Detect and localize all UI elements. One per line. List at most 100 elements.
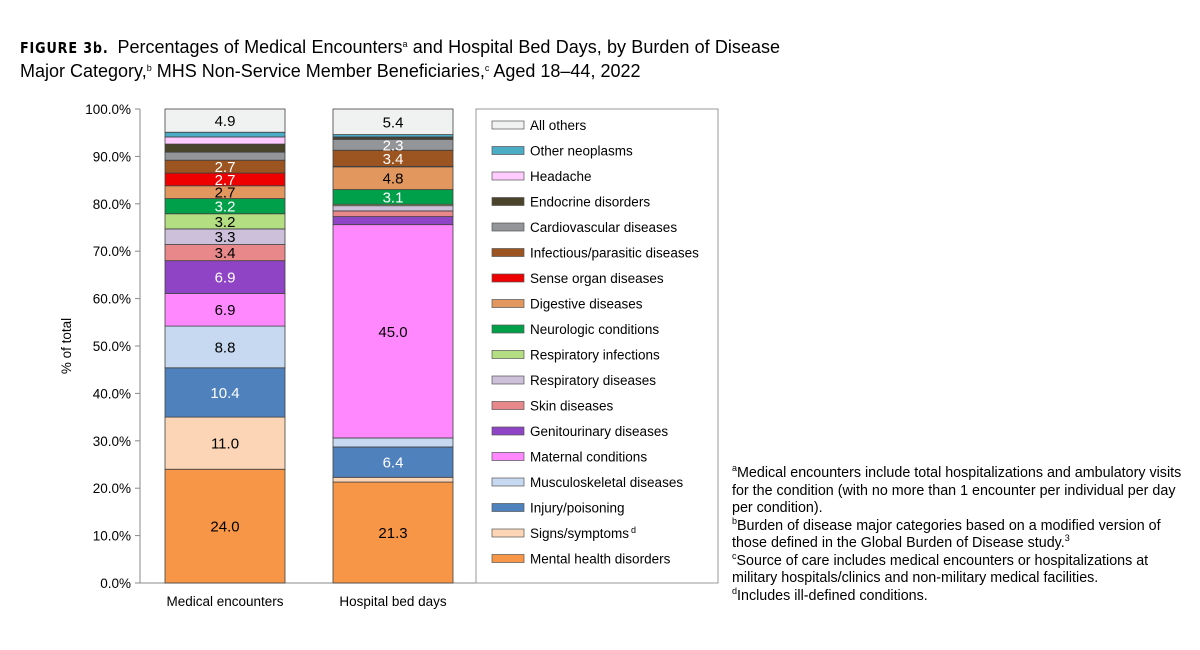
y-tick-label: 100.0% (85, 102, 131, 117)
data-label: 21.3 (378, 525, 407, 542)
data-label: 5.4 (383, 114, 404, 131)
legend-label: Maternal conditions (530, 450, 647, 465)
data-label: 45.0 (378, 324, 407, 341)
title-text: MHS Non-Service Member Beneficiaries, (151, 61, 485, 81)
legend-swatch (491, 375, 525, 385)
legend-label: Cardiovascular diseases (530, 220, 677, 235)
legend-swatch (491, 120, 525, 130)
legend-label: Infectious/parasitic diseases (530, 246, 699, 261)
x-tick-label: Hospital bed days (339, 594, 447, 609)
data-label: 2.7 (215, 185, 236, 202)
footnote-d: dIncludes ill-defined conditions. (732, 585, 928, 604)
title-text: Aged 18–44, 2022 (489, 61, 641, 81)
legend-swatch (491, 452, 525, 461)
data-label: 8.8 (215, 339, 236, 356)
y-tick-label: 0.0% (100, 576, 131, 591)
y-tick-label: 10.0% (93, 529, 131, 544)
bar-segment (332, 476, 454, 483)
bar-segment (332, 205, 454, 212)
legend-swatch (491, 324, 525, 334)
legend-label: Respiratory infections (530, 348, 660, 363)
title-sup: c (484, 63, 490, 73)
legend-swatch (491, 503, 525, 512)
legend-label: All others (530, 118, 587, 133)
bar-segment (164, 292, 286, 327)
data-label: 3.2 (215, 199, 236, 216)
data-label: 2.7 (215, 172, 236, 189)
title-text: and Hospital Bed Days, by Burden of Dise… (20, 37, 780, 81)
legend-swatch (491, 554, 525, 563)
footnote-a: aMedical encounters include total hospit… (732, 463, 1182, 517)
legend-label: Mental health disorders (530, 552, 671, 567)
bar-segment (164, 131, 286, 138)
data-label: 4.8 (383, 171, 404, 188)
y-tick-label: 50.0% (93, 339, 131, 354)
y-tick-label: 80.0% (93, 197, 131, 212)
data-label: 11.0 (211, 436, 239, 453)
y-tick-label: 40.0% (93, 386, 131, 401)
legend-label: Injury/poisoning (530, 501, 625, 516)
legend-swatch (491, 477, 525, 487)
legend-swatch (491, 197, 525, 206)
data-label: 3.3 (215, 229, 236, 246)
figure-label: FIGURE 3b. (20, 39, 109, 57)
legend-swatch (491, 528, 525, 538)
bar-segment (332, 108, 454, 135)
legend-swatch (491, 273, 525, 283)
legend-swatch (491, 248, 525, 257)
bar-segment (332, 210, 454, 217)
data-label: 2.3 (383, 137, 404, 154)
bar-segment (164, 151, 286, 161)
data-label: 3.2 (215, 214, 236, 231)
bar-segment (332, 224, 454, 439)
y-tick-label: 30.0% (93, 434, 131, 449)
legend-swatch (491, 146, 525, 155)
legend-swatch (491, 299, 525, 308)
legend-label: Neurologic conditions (530, 322, 659, 337)
footnote-c: cSource of care includes medical encount… (732, 550, 1149, 586)
y-axis-label: % of total (59, 318, 74, 374)
x-tick-label: Medical encounters (166, 594, 283, 609)
bar-segment (164, 108, 286, 133)
bar-segment (164, 367, 286, 418)
footnotes: aMedical encounters include total hospit… (732, 463, 1182, 605)
data-label: 2.7 (215, 159, 236, 176)
data-label: 6.9 (215, 302, 236, 319)
bar-segment (164, 143, 286, 153)
bar-segment (332, 437, 454, 448)
legend-label: Endocrine disorders (530, 195, 650, 210)
legend-label: Headache (530, 169, 592, 184)
bar-segment (164, 468, 286, 584)
y-tick-label: 90.0% (93, 149, 131, 164)
bar-segment (164, 260, 286, 294)
legend-label: Skin diseases (530, 399, 614, 414)
footnote-b: bBurden of disease major categories base… (732, 515, 1161, 551)
data-label: 3.4 (383, 151, 404, 168)
legend-swatch (491, 171, 525, 181)
figure-title: FIGURE 3b. Percentages of Medical Encoun… (20, 36, 780, 83)
legend-swatch (491, 401, 525, 410)
legend-label: Respiratory diseases (530, 373, 656, 388)
bar-segment (332, 481, 454, 584)
bar-segment (164, 136, 286, 145)
data-label: 3.1 (383, 189, 404, 206)
data-label: 4.9 (215, 113, 236, 130)
bar-segment (164, 325, 286, 369)
legend-label: Signs/symptoms d (530, 525, 636, 541)
legend-swatch (491, 426, 525, 436)
y-tick-label: 60.0% (93, 292, 131, 307)
legend-label: Musculoskeletal diseases (530, 475, 683, 490)
data-label: 6.4 (383, 455, 404, 472)
title-text: Percentages of Medical Encounters (117, 37, 403, 57)
data-label: 6.9 (215, 270, 236, 287)
title-sup: a (402, 39, 408, 49)
legend-label: Digestive diseases (530, 297, 643, 312)
data-label: 10.4 (210, 385, 239, 402)
bar-segment (164, 416, 286, 470)
legend-label: Other neoplasms (530, 144, 633, 159)
legend-label: Sense organ diseases (530, 271, 664, 286)
title-sup: b (146, 63, 152, 73)
data-label: 24.0 (210, 519, 239, 536)
y-tick-label: 20.0% (93, 481, 131, 496)
